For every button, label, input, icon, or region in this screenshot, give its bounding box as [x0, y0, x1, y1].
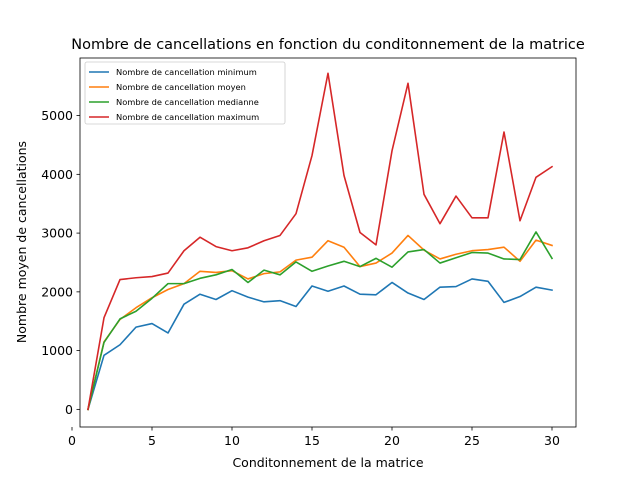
plot-frame: [79, 57, 577, 428]
series-line-2: [87, 234, 554, 411]
series-line-3: [87, 231, 554, 411]
x-tick-label: 15: [304, 433, 320, 448]
x-axis-ticks: 0 5 10 15 20 25 30: [68, 427, 560, 448]
chart-title: Nombre de cancellations en fonction du c…: [71, 37, 585, 53]
x-tick-label: 10: [224, 433, 240, 448]
y-tick-label: 0: [65, 402, 73, 417]
legend-box: [84, 61, 286, 125]
y-axis-ticks: 0 1000 2000 3000 4000 5000: [41, 108, 80, 417]
y-tick-label: 3000: [41, 226, 73, 241]
x-tick-label: 5: [148, 433, 156, 448]
y-tick-label: 2000: [41, 284, 73, 299]
x-tick-label: 0: [68, 433, 76, 448]
legend-label-2: Nombre de cancellation moyen: [116, 82, 246, 92]
x-tick-label: 20: [384, 433, 400, 448]
x-axis-label: Conditonnement de la matrice: [232, 455, 423, 470]
legend-label-1: Nombre de cancellation minimum: [116, 67, 257, 77]
x-tick-label: 25: [464, 433, 480, 448]
series-line-1: [87, 278, 553, 411]
y-axis-label: Nombre moyen de cancellations: [14, 141, 29, 343]
legend-label-4: Nombre de cancellation maximum: [116, 112, 259, 122]
legend-label-3: Nombre de cancellation medianne: [116, 97, 259, 107]
y-tick-label: 4000: [41, 167, 73, 182]
series-line-4: [87, 72, 554, 411]
plot-lines: [87, 72, 554, 411]
x-tick-label: 30: [544, 433, 560, 448]
legend: Nombre de cancellation minimum Nombre de …: [84, 61, 286, 125]
y-tick-label: 5000: [41, 108, 73, 123]
y-tick-label: 1000: [41, 343, 73, 358]
